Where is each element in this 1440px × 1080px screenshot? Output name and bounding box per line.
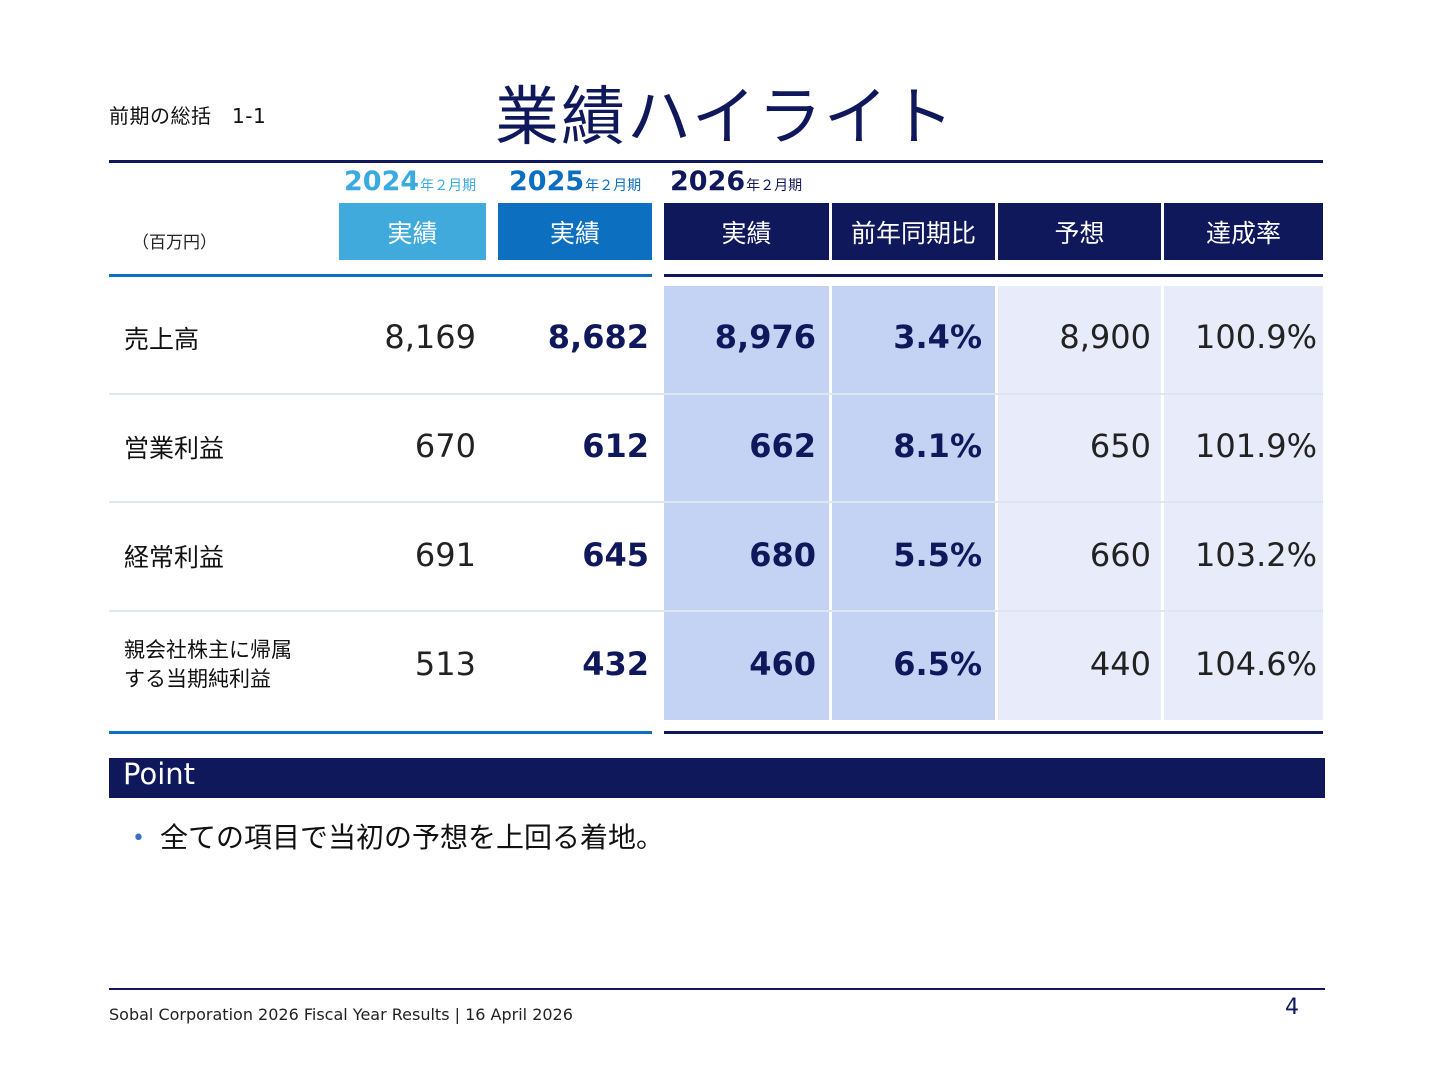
cell-net-income-rate: 104.6% bbox=[1194, 645, 1317, 683]
row-label-net-sales: 売上高 bbox=[124, 325, 200, 354]
cell-net-sales-2025: 8,682 bbox=[547, 318, 649, 356]
table-top-rule-right bbox=[664, 274, 1323, 277]
cell-ordinary-income-2025: 645 bbox=[582, 536, 649, 574]
cell-ordinary-income-rate: 103.2% bbox=[1194, 536, 1317, 574]
cell-net-sales-rate: 100.9% bbox=[1194, 318, 1317, 356]
cell-operating-income-forecast: 650 bbox=[1089, 427, 1151, 465]
cell-net-sales-yoy: 3.4% bbox=[893, 318, 982, 356]
cell-operating-income-yoy: 8.1% bbox=[893, 427, 982, 465]
row-label-ordinary-income: 経常利益 bbox=[124, 543, 225, 572]
cell-net-income-2025: 432 bbox=[582, 645, 649, 683]
column-shade-actual bbox=[664, 286, 829, 720]
year-2024-number: 2024 bbox=[344, 166, 420, 197]
cell-operating-income-2024: 670 bbox=[414, 427, 476, 465]
year-2026: 2026年２月期 bbox=[670, 166, 802, 197]
year-2025-number: 2025 bbox=[509, 166, 585, 197]
year-2024: 2024年２月期 bbox=[344, 166, 476, 197]
row-label-net-income-line2: する当期純利益 bbox=[124, 667, 271, 691]
cell-ordinary-income-forecast: 660 bbox=[1089, 536, 1151, 574]
column-shade-yoy bbox=[832, 286, 995, 720]
row-label-net-income: 親会社株主に帰属 する当期純利益 bbox=[124, 636, 292, 694]
table-top-rule-left bbox=[109, 274, 652, 277]
header-2026-actual: 実績 bbox=[664, 203, 829, 260]
top-divider bbox=[109, 160, 1323, 163]
cell-net-sales-2024: 8,169 bbox=[384, 318, 476, 356]
header-forecast: 予想 bbox=[998, 203, 1161, 260]
table-bottom-rule-right bbox=[664, 731, 1323, 734]
year-2026-number: 2026 bbox=[670, 166, 746, 197]
cell-operating-income-rate: 101.9% bbox=[1194, 427, 1317, 465]
cell-ordinary-income-2026: 680 bbox=[749, 536, 816, 574]
cell-net-income-yoy: 6.5% bbox=[893, 645, 982, 683]
cell-operating-income-2025: 612 bbox=[582, 427, 649, 465]
table-bottom-rule-left bbox=[109, 731, 652, 734]
cell-net-income-2026: 460 bbox=[749, 645, 816, 683]
point-heading: Point bbox=[123, 757, 196, 791]
unit-label: （百万円） bbox=[132, 233, 217, 253]
year-2026-suffix: 年２月期 bbox=[746, 178, 803, 194]
header-2025-actual: 実績 bbox=[498, 203, 652, 260]
page-number: 4 bbox=[1285, 995, 1299, 1020]
cell-net-income-forecast: 440 bbox=[1089, 645, 1151, 683]
page-title: 業績ハイライト bbox=[495, 81, 956, 155]
cell-net-sales-forecast: 8,900 bbox=[1059, 318, 1151, 356]
row-label-operating-income: 営業利益 bbox=[124, 434, 225, 463]
footer-text: Sobal Corporation 2026 Fiscal Year Resul… bbox=[109, 1005, 573, 1024]
column-shade-forecast bbox=[998, 286, 1161, 720]
cell-net-income-2024: 513 bbox=[414, 645, 476, 683]
header-achievement-rate: 達成率 bbox=[1164, 203, 1323, 260]
footer-divider bbox=[109, 988, 1325, 990]
section-label: 前期の総括 1-1 bbox=[109, 104, 267, 128]
column-shade-rate bbox=[1164, 286, 1323, 720]
row-divider bbox=[109, 610, 1323, 612]
row-divider bbox=[109, 501, 1323, 503]
header-2024-actual: 実績 bbox=[339, 203, 486, 260]
point-text: 全ての項目で当初の予想を上回る着地。 bbox=[160, 821, 665, 854]
point-banner bbox=[109, 758, 1325, 798]
bullet-icon: • bbox=[132, 826, 145, 851]
row-label-net-income-line1: 親会社株主に帰属 bbox=[124, 638, 292, 662]
year-2025-suffix: 年２月期 bbox=[585, 178, 642, 194]
cell-ordinary-income-2024: 691 bbox=[414, 536, 476, 574]
year-2024-suffix: 年２月期 bbox=[420, 178, 477, 194]
cell-ordinary-income-yoy: 5.5% bbox=[893, 536, 982, 574]
cell-net-sales-2026: 8,976 bbox=[714, 318, 816, 356]
header-yoy: 前年同期比 bbox=[832, 203, 995, 260]
row-divider bbox=[109, 393, 1323, 395]
cell-operating-income-2026: 662 bbox=[749, 427, 816, 465]
year-2025: 2025年２月期 bbox=[509, 166, 641, 197]
